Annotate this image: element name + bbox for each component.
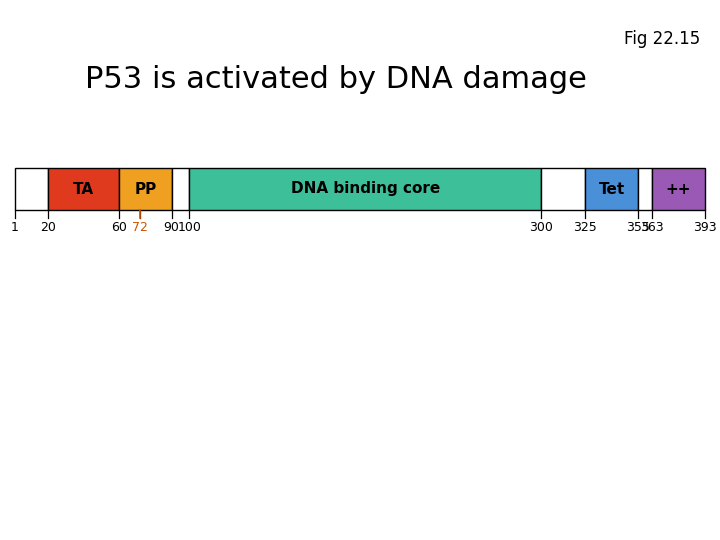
Bar xyxy=(541,168,585,210)
Text: Tet: Tet xyxy=(598,181,625,197)
Text: 393: 393 xyxy=(693,221,717,234)
Text: 355: 355 xyxy=(626,221,650,234)
Bar xyxy=(119,168,171,210)
Bar xyxy=(189,168,541,210)
Text: 100: 100 xyxy=(177,221,201,234)
Text: ++: ++ xyxy=(666,181,691,197)
Bar xyxy=(585,168,638,210)
Text: PP: PP xyxy=(134,181,156,197)
Text: TA: TA xyxy=(73,181,94,197)
Text: 20: 20 xyxy=(40,221,56,234)
Bar xyxy=(171,168,189,210)
Bar xyxy=(638,168,652,210)
Text: P53 is activated by DNA damage: P53 is activated by DNA damage xyxy=(85,65,587,94)
Text: 1: 1 xyxy=(11,221,19,234)
Bar xyxy=(15,168,48,210)
Text: 300: 300 xyxy=(529,221,553,234)
Text: 325: 325 xyxy=(573,221,597,234)
Bar xyxy=(652,168,705,210)
Text: 72: 72 xyxy=(132,221,148,234)
Text: 90: 90 xyxy=(163,221,179,234)
Bar xyxy=(48,168,119,210)
Text: Fig 22.15: Fig 22.15 xyxy=(624,30,700,48)
Text: DNA binding core: DNA binding core xyxy=(291,181,440,197)
Text: 363: 363 xyxy=(640,221,664,234)
Text: 60: 60 xyxy=(111,221,127,234)
